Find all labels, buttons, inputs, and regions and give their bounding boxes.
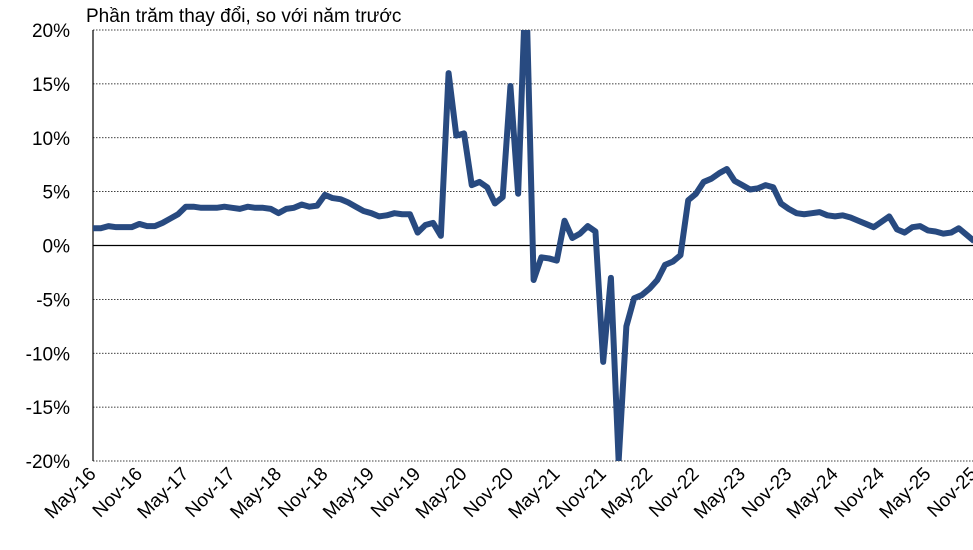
chart-subtitle: Phần trăm thay đổi, so với năm trước (86, 6, 401, 27)
x-tick-label: May-21 (505, 464, 565, 524)
y-tick-label: 0% (43, 237, 71, 258)
y-tick-label: -20% (26, 452, 70, 473)
y-tick-label: 5% (43, 183, 71, 204)
x-tick-label: May-23 (690, 464, 750, 524)
x-tick-label: May-17 (134, 464, 194, 524)
x-tick-label: May-24 (783, 463, 843, 523)
y-tick-label: -15% (26, 398, 70, 419)
y-tick-label: -5% (36, 290, 70, 311)
y-tick-label: -10% (26, 344, 70, 365)
x-tick-label: May-25 (876, 464, 936, 524)
y-tick-label: 20% (32, 21, 70, 42)
x-tick-label: May-19 (319, 464, 379, 524)
x-tick-label: Nov-25 (924, 464, 973, 522)
x-tick-label: May-22 (597, 464, 657, 524)
y-tick-label: 10% (32, 129, 70, 150)
x-tick-label: May-18 (226, 464, 286, 524)
data-line (93, 30, 973, 461)
plot-area (93, 30, 973, 461)
x-tick-label: May-20 (412, 464, 472, 524)
y-tick-label: 15% (32, 75, 70, 96)
